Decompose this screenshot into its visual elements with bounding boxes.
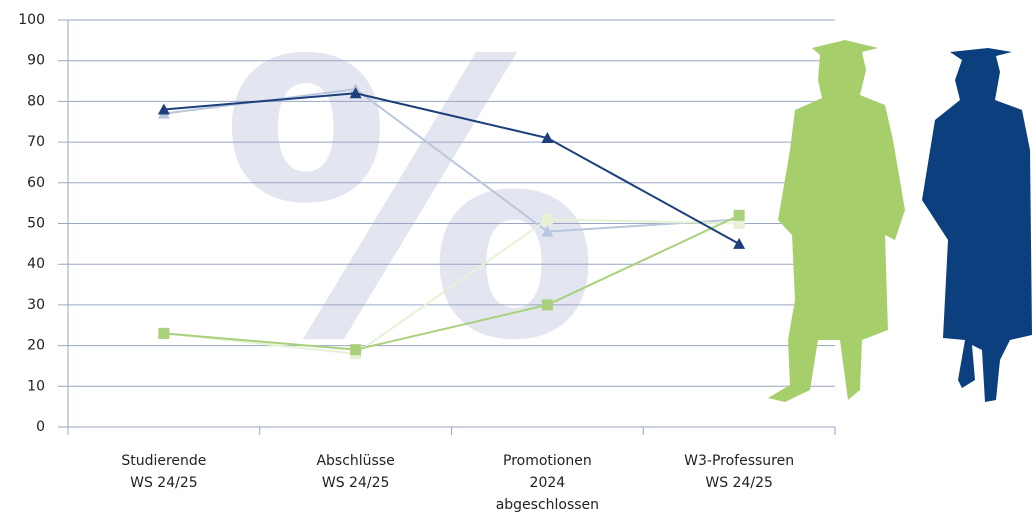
- marker: [158, 328, 169, 339]
- x-tick-label: WS 24/25: [322, 475, 390, 491]
- x-tick-label: WS 24/25: [130, 475, 198, 491]
- y-tick-label: 100: [18, 12, 45, 28]
- y-tick-label: 60: [27, 175, 45, 191]
- watermark: %: [220, 0, 601, 424]
- y-tick-label: 0: [36, 419, 45, 435]
- marker: [734, 210, 745, 221]
- y-tick-label: 50: [27, 216, 45, 232]
- y-tick-label: 90: [27, 53, 45, 69]
- y-tick-label: 80: [27, 93, 45, 109]
- x-tick-label: Studierende: [121, 453, 206, 469]
- marker: [350, 344, 361, 355]
- y-tick-label: 30: [27, 297, 45, 313]
- x-tick-label: W3-Professuren: [684, 453, 794, 469]
- marker: [542, 299, 553, 310]
- x-tick-label: Abschlüsse: [316, 453, 394, 469]
- y-tick-label: 70: [27, 134, 45, 150]
- marker: [733, 238, 745, 249]
- x-tick-label: WS 24/25: [705, 475, 773, 491]
- graduate-silhouette-green: [768, 40, 905, 402]
- x-tick-label: abgeschlossen: [496, 497, 599, 513]
- marker: [542, 214, 553, 225]
- y-tick-label: 40: [27, 256, 45, 272]
- y-tick-label: 20: [27, 338, 45, 354]
- y-tick-label: 10: [27, 378, 45, 394]
- graduate-silhouette-blue: [922, 48, 1032, 402]
- x-tick-label: Promotionen: [503, 453, 592, 469]
- x-tick-label: 2024: [530, 475, 566, 491]
- chart: % 0 10 20 30 40 50 60 70 80 90 100 Studierende WS 24…: [0, 0, 1032, 522]
